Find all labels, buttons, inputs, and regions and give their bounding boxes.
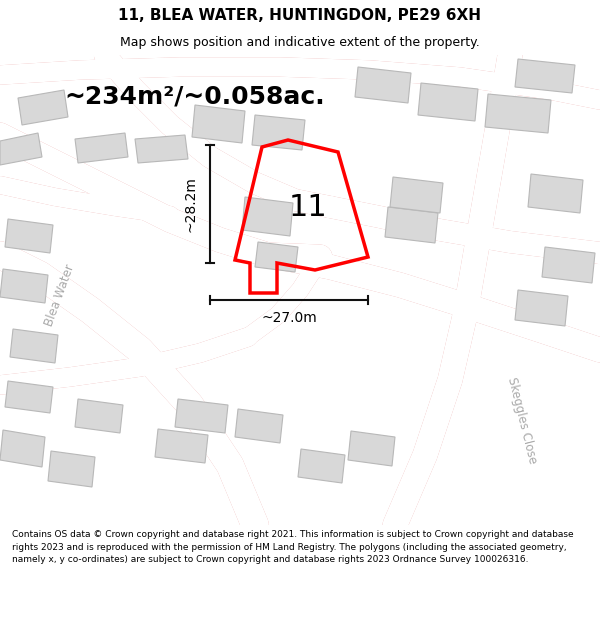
Polygon shape — [155, 429, 208, 463]
Polygon shape — [75, 399, 123, 433]
Polygon shape — [175, 399, 228, 433]
Text: ~27.0m: ~27.0m — [261, 311, 317, 325]
Polygon shape — [242, 197, 293, 236]
Text: Skeggles Close: Skeggles Close — [505, 376, 539, 464]
Polygon shape — [298, 449, 345, 483]
Polygon shape — [0, 430, 45, 467]
Polygon shape — [418, 83, 478, 121]
Polygon shape — [10, 329, 58, 363]
Text: ~28.2m: ~28.2m — [183, 176, 197, 232]
Polygon shape — [515, 290, 568, 326]
Polygon shape — [348, 431, 395, 466]
Text: 11, BLEA WATER, HUNTINGDON, PE29 6XH: 11, BLEA WATER, HUNTINGDON, PE29 6XH — [119, 8, 482, 23]
Polygon shape — [0, 133, 42, 165]
Polygon shape — [528, 174, 583, 213]
Polygon shape — [5, 381, 53, 413]
Polygon shape — [355, 67, 411, 103]
Text: 11: 11 — [289, 192, 328, 221]
Polygon shape — [48, 451, 95, 487]
Polygon shape — [542, 247, 595, 283]
Text: Blea Water: Blea Water — [43, 262, 77, 328]
Polygon shape — [5, 219, 53, 253]
Polygon shape — [192, 105, 245, 143]
Text: Contains OS data © Crown copyright and database right 2021. This information is : Contains OS data © Crown copyright and d… — [12, 530, 574, 564]
Polygon shape — [515, 59, 575, 93]
Polygon shape — [235, 409, 283, 443]
Polygon shape — [18, 90, 68, 125]
Polygon shape — [390, 177, 443, 213]
Text: Map shows position and indicative extent of the property.: Map shows position and indicative extent… — [120, 36, 480, 49]
Polygon shape — [75, 133, 128, 163]
Polygon shape — [0, 269, 48, 303]
Polygon shape — [252, 115, 305, 150]
Polygon shape — [255, 242, 298, 272]
Polygon shape — [385, 207, 438, 243]
Polygon shape — [485, 94, 551, 133]
Polygon shape — [135, 135, 188, 163]
Text: ~234m²/~0.058ac.: ~234m²/~0.058ac. — [65, 85, 325, 109]
